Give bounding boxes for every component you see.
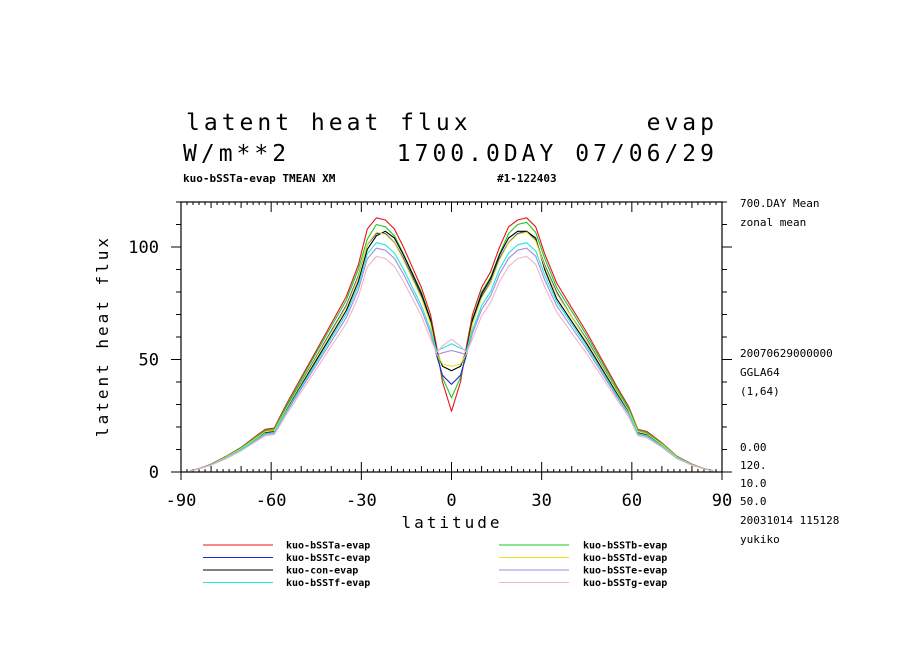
y-tick-label: 100 bbox=[128, 238, 159, 258]
x-axis-label: latitude bbox=[401, 513, 502, 532]
id-label: #1-122403 bbox=[497, 172, 557, 185]
series-line-kuo-bSSTe-evap bbox=[189, 247, 714, 472]
chart-title: latent heat flux bbox=[186, 110, 472, 136]
series-line-kuo-bSSTd-evap bbox=[189, 231, 714, 472]
legend-label: kuo-bSSTa-evap bbox=[286, 541, 370, 552]
series-line-kuo-con-evap bbox=[189, 230, 714, 472]
run-label: kuo-bSSTa-evap TMEAN XM bbox=[183, 172, 336, 185]
side-num4: 50.0 bbox=[740, 495, 767, 508]
side-user: yukiko bbox=[740, 533, 780, 546]
legend-label: kuo-bSSTg-evap bbox=[583, 578, 667, 589]
legend-label: kuo-bSSTf-evap bbox=[286, 578, 370, 589]
time-label: 1700.0DAY 07/06/29 bbox=[397, 141, 718, 167]
side-grid: GGLA64 bbox=[740, 366, 780, 379]
side-num2: 120. bbox=[740, 459, 767, 472]
side-index: (1,64) bbox=[740, 385, 780, 398]
series-line-kuo-bSSTg-evap bbox=[189, 255, 714, 472]
side-num1: 0.00 bbox=[740, 441, 767, 454]
series-line-kuo-bSSTf-evap bbox=[189, 242, 714, 472]
side-num3: 10.0 bbox=[740, 477, 767, 490]
y-tick-label: 0 bbox=[149, 463, 159, 483]
legend-label: kuo-con-evap bbox=[286, 566, 358, 577]
legend-label: kuo-bSSTe-evap bbox=[583, 566, 667, 577]
side-mean-line1: 700.DAY Mean bbox=[740, 197, 819, 210]
x-tick-label: 0 bbox=[446, 491, 456, 511]
units-label: W/m**2 bbox=[183, 141, 290, 167]
side-date: 20070629000000 bbox=[740, 347, 833, 360]
legend-label: kuo-bSSTd-evap bbox=[583, 553, 667, 564]
plot-frame bbox=[180, 201, 723, 473]
x-tick-label: -30 bbox=[346, 491, 377, 511]
x-tick-label: -60 bbox=[256, 491, 287, 511]
x-tick-label: 60 bbox=[622, 491, 642, 511]
legend-label: kuo-bSSTc-evap bbox=[286, 553, 370, 564]
x-tick-label: 30 bbox=[531, 491, 551, 511]
series-line-kuo-bSSTb-evap bbox=[189, 221, 714, 472]
x-tick-label: -90 bbox=[166, 491, 197, 511]
series-line-kuo-bSSTa-evap bbox=[189, 217, 714, 472]
side-mean-line2: zonal mean bbox=[740, 216, 806, 229]
legend-label: kuo-bSSTb-evap bbox=[583, 541, 667, 552]
y-tick-label: 50 bbox=[139, 351, 159, 371]
x-tick-label: 90 bbox=[712, 491, 732, 511]
side-stamp: 20031014 115128 bbox=[740, 514, 839, 527]
variable-name: evap bbox=[647, 110, 718, 136]
y-axis-label: latent heat flux bbox=[93, 235, 112, 437]
